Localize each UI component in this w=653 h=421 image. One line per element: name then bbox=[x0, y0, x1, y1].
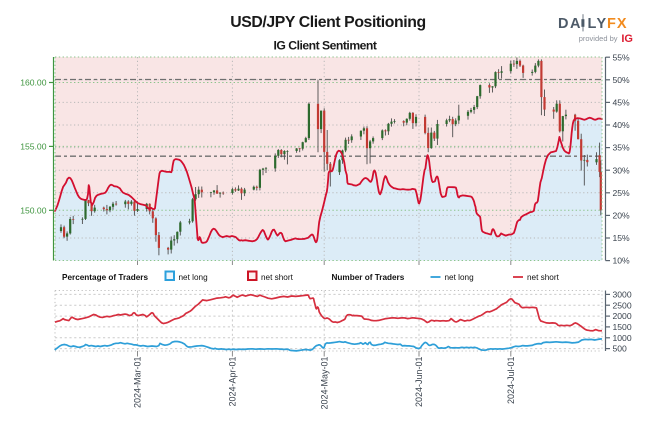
svg-text:net short: net short bbox=[261, 273, 294, 282]
svg-text:DA: DA bbox=[558, 16, 582, 32]
svg-text:Percentage of Traders: Percentage of Traders bbox=[62, 273, 148, 282]
svg-text:provided by: provided by bbox=[579, 34, 618, 43]
svg-text:55%: 55% bbox=[613, 52, 631, 62]
svg-text:1500: 1500 bbox=[613, 322, 632, 332]
svg-text:30%: 30% bbox=[613, 165, 631, 175]
svg-text:2024-Jul-01: 2024-Jul-01 bbox=[506, 357, 516, 405]
svg-text:25%: 25% bbox=[613, 188, 631, 198]
svg-text:LY: LY bbox=[588, 16, 608, 32]
svg-text:net long: net long bbox=[445, 273, 475, 282]
svg-text:2024-Apr-01: 2024-Apr-01 bbox=[228, 357, 238, 407]
svg-text:2024-Jun-01: 2024-Jun-01 bbox=[414, 357, 424, 408]
svg-text:FX: FX bbox=[607, 16, 628, 32]
svg-text:2500: 2500 bbox=[613, 300, 632, 310]
svg-text:net short: net short bbox=[527, 273, 560, 282]
svg-text:500: 500 bbox=[613, 344, 628, 354]
svg-text:150.00: 150.00 bbox=[20, 205, 47, 215]
svg-text:10%: 10% bbox=[613, 256, 631, 266]
svg-text:2024-Mar-01: 2024-Mar-01 bbox=[133, 357, 143, 409]
svg-text:160.00: 160.00 bbox=[20, 78, 47, 88]
svg-text:35%: 35% bbox=[613, 143, 631, 153]
svg-text:155.00: 155.00 bbox=[20, 141, 47, 151]
svg-text:IG: IG bbox=[621, 33, 633, 45]
svg-text:2000: 2000 bbox=[613, 311, 632, 321]
svg-text:20%: 20% bbox=[613, 211, 631, 221]
svg-text:50%: 50% bbox=[613, 75, 631, 85]
svg-text:net long: net long bbox=[179, 273, 209, 282]
svg-text:IG Client Sentiment: IG Client Sentiment bbox=[274, 39, 377, 53]
svg-text:1000: 1000 bbox=[613, 333, 632, 343]
svg-text:Number of Traders: Number of Traders bbox=[332, 273, 405, 282]
svg-text:45%: 45% bbox=[613, 98, 631, 108]
svg-text:2024-May-01: 2024-May-01 bbox=[319, 357, 329, 410]
svg-text:40%: 40% bbox=[613, 120, 631, 130]
svg-text:3000: 3000 bbox=[613, 290, 632, 300]
svg-text:USD/JPY Client Positioning: USD/JPY Client Positioning bbox=[230, 14, 426, 31]
svg-text:15%: 15% bbox=[613, 233, 631, 243]
